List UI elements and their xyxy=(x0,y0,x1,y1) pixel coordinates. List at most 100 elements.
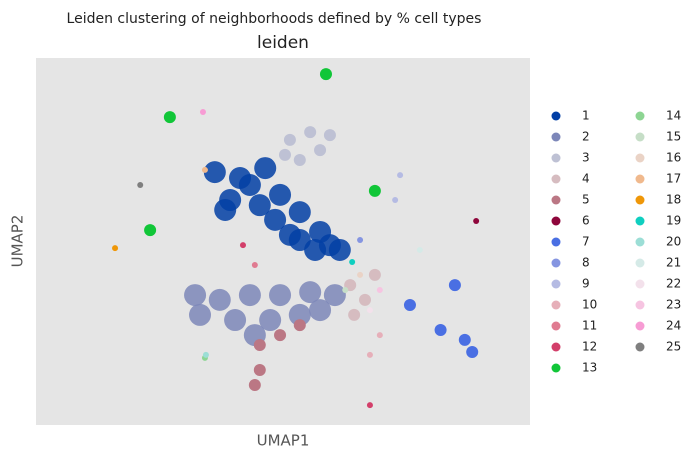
point xyxy=(163,111,176,124)
point xyxy=(319,68,332,81)
point xyxy=(278,148,291,161)
legend-label: 1 xyxy=(582,109,590,123)
point xyxy=(274,329,287,342)
point xyxy=(416,246,423,253)
point xyxy=(248,378,261,391)
point xyxy=(376,332,383,339)
legend-label: 20 xyxy=(666,235,681,249)
point xyxy=(251,261,258,268)
legend-label: 17 xyxy=(666,172,681,186)
point xyxy=(283,133,296,146)
figure-title: Leiden clustering of neighborhoods defin… xyxy=(67,11,482,27)
point xyxy=(366,307,373,314)
legend-label: 6 xyxy=(582,214,590,228)
legend-marker xyxy=(551,111,561,121)
legend-marker xyxy=(635,153,645,163)
point xyxy=(199,108,206,115)
point xyxy=(144,224,157,237)
point xyxy=(349,259,356,266)
point xyxy=(368,268,381,281)
legend-marker xyxy=(551,216,561,226)
legend-label: 5 xyxy=(582,193,590,207)
legend-marker xyxy=(551,132,561,142)
legend-marker xyxy=(635,279,645,289)
legend-marker xyxy=(635,321,645,331)
point xyxy=(253,363,266,376)
point xyxy=(368,184,381,197)
legend-label: 25 xyxy=(666,340,681,354)
point xyxy=(348,308,361,321)
legend-marker xyxy=(551,279,561,289)
legend-marker xyxy=(635,111,645,121)
legend-label: 16 xyxy=(666,151,681,165)
point xyxy=(264,208,287,231)
legend-marker xyxy=(551,363,561,373)
legend-marker xyxy=(635,174,645,184)
point xyxy=(189,303,212,326)
legend-label: 10 xyxy=(582,298,597,312)
point xyxy=(254,157,277,180)
legend-label: 15 xyxy=(666,130,681,144)
point xyxy=(357,237,364,244)
chart-title: leiden xyxy=(257,33,309,53)
legend-marker xyxy=(551,174,561,184)
point xyxy=(293,154,306,167)
legend-marker xyxy=(551,195,561,205)
legend-marker xyxy=(551,321,561,331)
legend-marker xyxy=(551,258,561,268)
legend-marker xyxy=(635,300,645,310)
point xyxy=(342,286,349,293)
legend-label: 22 xyxy=(666,277,681,291)
point xyxy=(309,299,332,322)
legend-label: 2 xyxy=(582,130,590,144)
legend-label: 4 xyxy=(582,172,590,186)
point xyxy=(473,217,480,224)
point xyxy=(366,351,373,358)
point xyxy=(248,194,271,217)
legend-label: 18 xyxy=(666,193,681,207)
point xyxy=(112,245,119,252)
legend-marker xyxy=(551,153,561,163)
legend-marker xyxy=(635,195,645,205)
legend-label: 14 xyxy=(666,109,681,123)
point xyxy=(288,201,311,224)
legend-marker xyxy=(635,342,645,352)
point xyxy=(359,293,372,306)
point xyxy=(288,303,311,326)
legend-marker xyxy=(635,132,645,142)
point xyxy=(434,323,447,336)
point xyxy=(323,129,336,142)
point xyxy=(403,298,416,311)
legend-marker xyxy=(635,216,645,226)
point xyxy=(184,284,207,307)
point xyxy=(201,166,208,173)
point xyxy=(376,286,383,293)
legend-label: 23 xyxy=(666,298,681,312)
legend-label: 8 xyxy=(582,256,590,270)
point xyxy=(137,181,144,188)
point xyxy=(448,279,461,292)
point xyxy=(392,197,399,204)
y-axis-label: UMAP2 xyxy=(9,215,27,268)
legend-label: 12 xyxy=(582,340,597,354)
x-axis-label: UMAP1 xyxy=(257,432,310,450)
point xyxy=(203,161,226,184)
point xyxy=(288,229,311,252)
point xyxy=(202,351,209,358)
point xyxy=(269,183,292,206)
point xyxy=(238,173,261,196)
legend-label: 7 xyxy=(582,235,590,249)
legend-label: 24 xyxy=(666,319,681,333)
legend-marker xyxy=(635,258,645,268)
legend-marker xyxy=(635,237,645,247)
legend-label: 9 xyxy=(582,277,590,291)
point xyxy=(208,288,231,311)
point xyxy=(304,126,317,139)
point xyxy=(224,309,247,332)
legend-label: 3 xyxy=(582,151,590,165)
point xyxy=(259,309,282,332)
legend-label: 11 xyxy=(582,319,597,333)
point xyxy=(239,242,246,249)
point xyxy=(299,281,322,304)
